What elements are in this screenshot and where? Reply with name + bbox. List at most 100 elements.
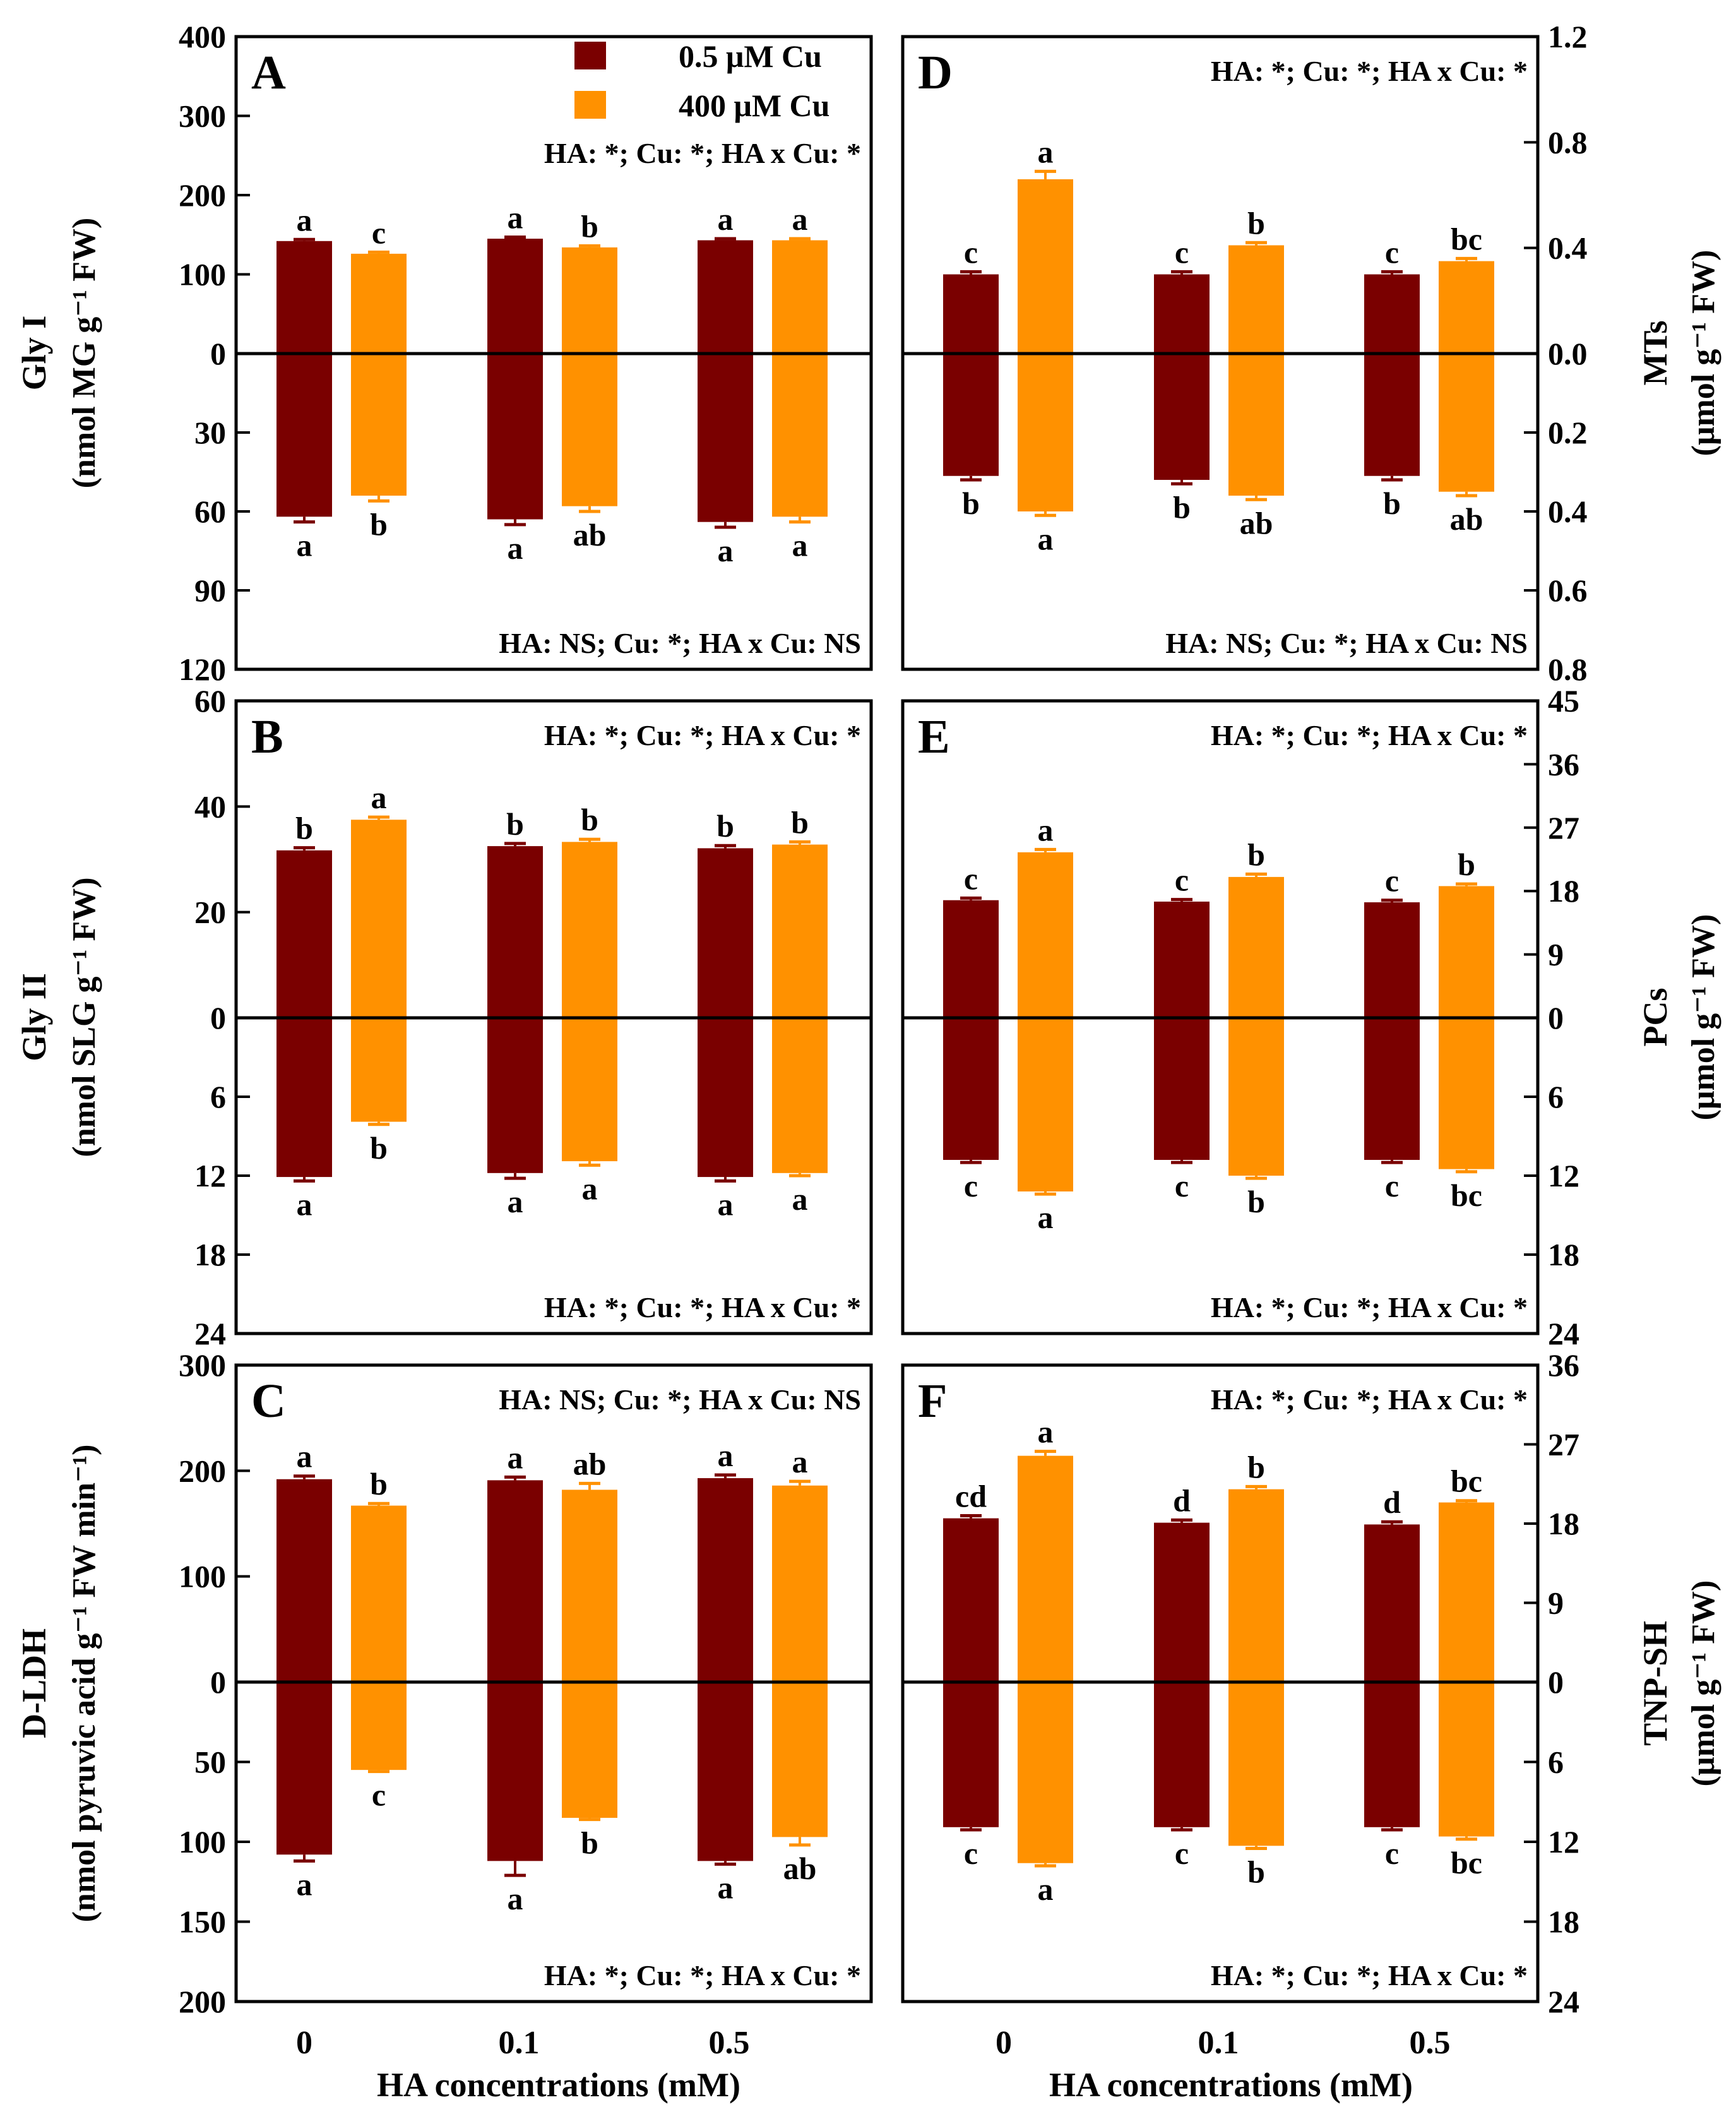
y-axis-unit-f: (μmol g⁻¹ FW) (1685, 1580, 1721, 1787)
y-tick-label: 0 (210, 1000, 226, 1036)
y-axis-unit-d: (μmol g⁻¹ FW) (1685, 250, 1721, 457)
y-tick-label: 0.6 (1548, 573, 1588, 608)
significance-letter-a-bottom: a (792, 528, 808, 563)
significance-letter-a-top: a (297, 202, 312, 237)
bar-a-top-high-cu-2 (772, 240, 828, 354)
y-tick-label: 36 (1548, 746, 1579, 782)
bar-d-top-low-cu-2 (1364, 274, 1420, 354)
y-tick-label: 200 (179, 1984, 226, 2019)
bar-f-bottom-low-cu-2 (1364, 1682, 1420, 1827)
significance-letter-d-bottom: ab (1450, 501, 1483, 537)
significance-letter-e-bottom: c (1385, 1168, 1399, 1203)
significance-letter-e-top: b (1458, 847, 1475, 882)
significance-letter-b-bottom: a (718, 1186, 734, 1222)
bar-b-top-low-cu-2 (698, 848, 753, 1018)
significance-letter-c-bottom: b (581, 1825, 598, 1861)
bar-e-bottom-low-cu-1 (1154, 1018, 1210, 1160)
legend-label-400-um-cu: 400 μM Cu (679, 88, 829, 123)
bar-f-bottom-low-cu-0 (943, 1682, 999, 1827)
significance-letter-a-top: c (372, 215, 386, 250)
bar-b-bottom-low-cu-1 (487, 1018, 543, 1173)
significance-letter-a-top: b (581, 208, 598, 244)
bar-c-bottom-high-cu-0 (351, 1682, 407, 1770)
significance-letter-d-top: c (1175, 234, 1189, 270)
stat-summary-c-bottom: HA: *; Cu: *; HA x Cu: * (544, 1959, 861, 1991)
significance-letter-e-bottom: b (1247, 1184, 1265, 1219)
y-tick-label: 20 (194, 895, 226, 930)
y-tick-label: 0 (1548, 1664, 1564, 1700)
y-tick-label: 50 (194, 1745, 226, 1780)
y-tick-label: 300 (179, 98, 226, 134)
significance-letter-b-bottom: a (792, 1181, 808, 1217)
significance-letter-b-bottom: a (508, 1184, 523, 1219)
significance-letter-c-bottom: a (718, 1870, 734, 1905)
significance-letter-a-bottom: ab (573, 517, 607, 552)
y-tick-label: 27 (1548, 810, 1579, 845)
bar-e-bottom-high-cu-0 (1018, 1018, 1073, 1191)
y-tick-label: 100 (179, 1559, 226, 1594)
significance-letter-b-bottom: b (370, 1130, 388, 1166)
bar-e-top-high-cu-2 (1439, 886, 1494, 1018)
bar-c-bottom-high-cu-1 (562, 1682, 617, 1818)
bar-b-top-low-cu-0 (276, 850, 332, 1018)
y-tick-label: 0.8 (1548, 652, 1588, 687)
bar-b-bottom-high-cu-2 (772, 1018, 828, 1173)
panel-letter-c: C (251, 1375, 286, 1428)
y-axis-label-a: Gly I (15, 316, 53, 391)
bar-e-top-low-cu-2 (1364, 902, 1420, 1018)
bar-d-bottom-low-cu-0 (943, 354, 999, 476)
significance-letter-d-top: bc (1451, 221, 1482, 256)
stat-summary-f-top: HA: *; Cu: *; HA x Cu: * (1211, 1383, 1528, 1416)
legend-label-0-5-um-cu: 0.5 μM Cu (679, 39, 822, 74)
y-tick-label: 100 (179, 257, 226, 292)
bar-d-bottom-high-cu-0 (1018, 354, 1073, 511)
significance-letter-c-top: a (792, 1444, 808, 1479)
bar-d-top-high-cu-1 (1228, 245, 1284, 354)
bar-a-top-low-cu-2 (698, 240, 753, 354)
y-tick-label: 300 (179, 1347, 226, 1383)
y-tick-label: 18 (1548, 1904, 1579, 1940)
significance-letter-d-bottom: ab (1240, 505, 1273, 540)
bar-c-top-low-cu-1 (487, 1480, 543, 1682)
y-tick-label: 400 (179, 19, 226, 54)
stat-summary-b-top: HA: *; Cu: *; HA x Cu: * (544, 719, 861, 751)
bar-b-bottom-high-cu-1 (562, 1018, 617, 1162)
y-tick-label: 0 (1548, 1000, 1564, 1036)
y-tick-label: 18 (1548, 1237, 1579, 1272)
bar-b-top-high-cu-1 (562, 842, 617, 1018)
bar-a-bottom-high-cu-0 (351, 354, 407, 496)
significance-letter-f-top: a (1038, 1414, 1054, 1450)
bar-e-top-high-cu-1 (1228, 876, 1284, 1018)
panel-letter-d: D (918, 46, 953, 99)
y-axis-label-f: TNP-SH (1636, 1621, 1674, 1746)
x-axis-title-left: HA concentrations (mM) (377, 2066, 740, 2104)
y-tick-label: 120 (179, 652, 226, 687)
significance-letter-d-bottom: a (1038, 521, 1054, 556)
bar-c-bottom-low-cu-0 (276, 1682, 332, 1855)
significance-letter-f-top: bc (1451, 1464, 1482, 1499)
x-tick-right-0-1: 0.1 (1198, 2025, 1239, 2061)
y-axis-label-e: PCs (1636, 988, 1674, 1047)
significance-letter-a-top: a (792, 201, 808, 237)
bar-c-top-low-cu-0 (276, 1479, 332, 1682)
legend: 0.5 μM Cu 400 μM Cu (574, 39, 829, 123)
bar-a-bottom-low-cu-0 (276, 354, 332, 517)
panel-a: A 0 100 200 300 400 30 60 90 120 a a a c b a HA: *; Cu: … (15, 19, 873, 687)
y-tick-label: 12 (1548, 1824, 1579, 1859)
y-tick-label: 36 (1548, 1347, 1579, 1383)
y-tick-label: 12 (194, 1158, 226, 1193)
y-tick-label: 1.2 (1548, 19, 1588, 54)
y-axis-label-d: MTs (1636, 320, 1674, 385)
significance-letter-c-bottom: a (297, 1866, 312, 1902)
significance-letter-b-top: b (791, 804, 809, 840)
bar-d-bottom-low-cu-2 (1364, 354, 1420, 476)
y-tick-label: 27 (1548, 1427, 1579, 1462)
y-tick-label: 60 (194, 683, 226, 719)
bar-f-top-low-cu-1 (1154, 1522, 1210, 1682)
y-tick-label: 18 (1548, 873, 1579, 909)
significance-letter-b-top: a (371, 780, 387, 815)
bar-b-bottom-low-cu-0 (276, 1018, 332, 1178)
bar-c-top-high-cu-2 (772, 1485, 828, 1682)
